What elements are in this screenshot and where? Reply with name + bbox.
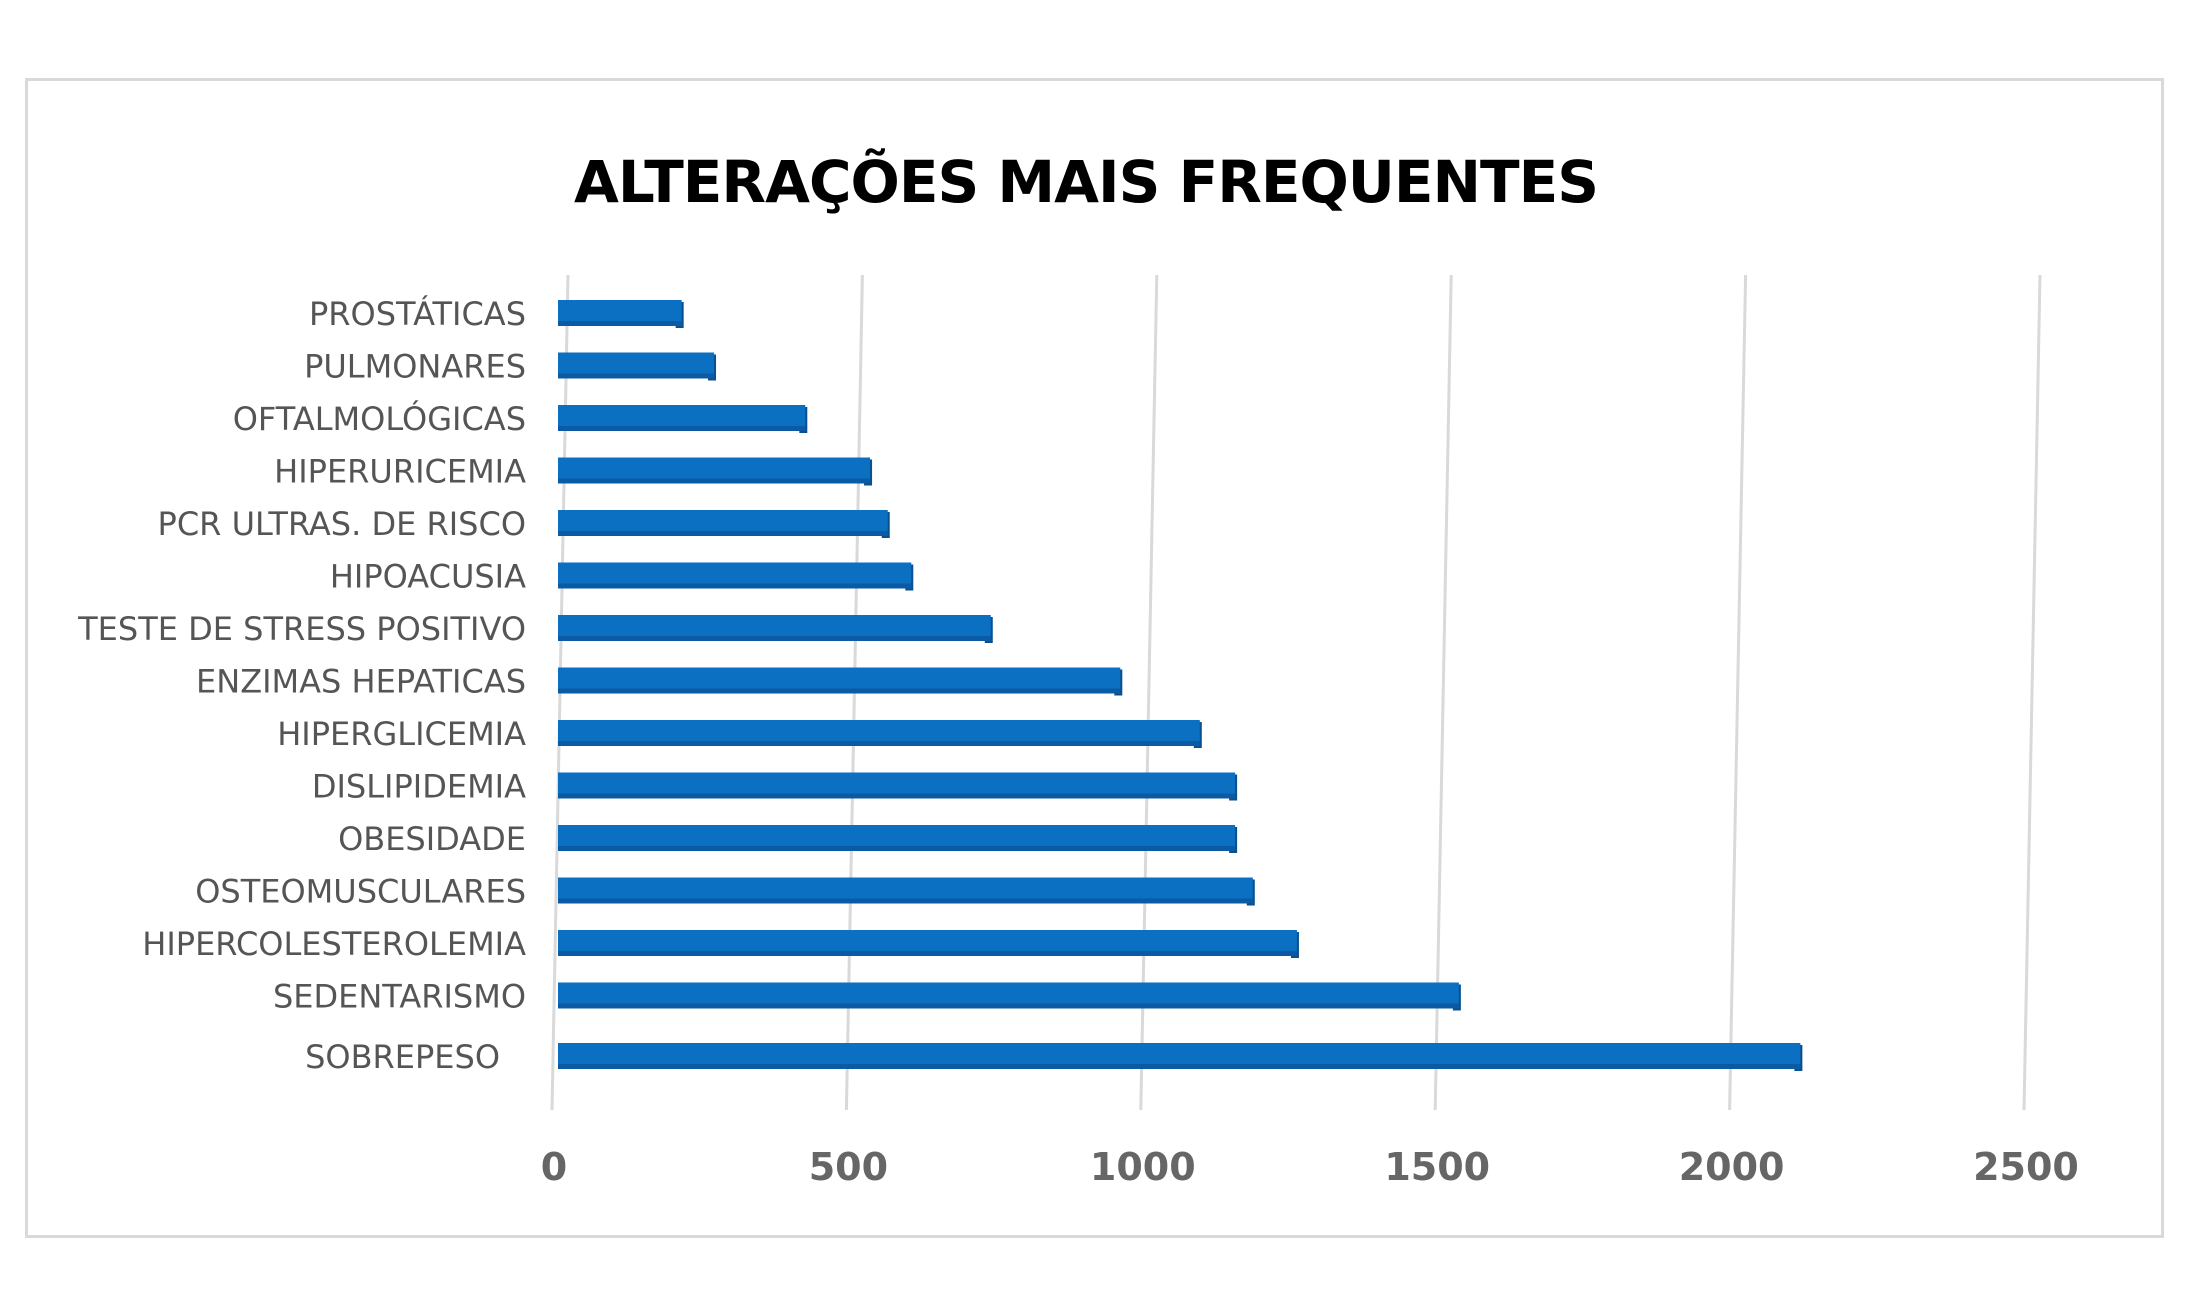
category-label: HIPERCOLESTEROLEMIA bbox=[142, 925, 526, 963]
gridline-2500 bbox=[2022, 274, 2042, 1111]
category-label: OFTALMOLÓGICAS bbox=[233, 399, 526, 438]
bar-7 bbox=[558, 667, 1123, 696]
x-tick-label: 1500 bbox=[1384, 1145, 1490, 1189]
category-label: PROSTÁTICAS bbox=[309, 295, 526, 333]
bar-13 bbox=[558, 982, 1461, 1011]
chart-title: ALTERAÇÕES MAIS FREQUENTES bbox=[574, 148, 1599, 216]
bar-shade bbox=[558, 531, 888, 536]
bar-11 bbox=[558, 877, 1255, 906]
category-labels: PROSTÁTICAS PULMONARES OFTALMOLÓGICAS HIPER… bbox=[77, 295, 526, 1076]
bar-6 bbox=[558, 615, 993, 643]
bar-8 bbox=[558, 720, 1202, 748]
bar-shade bbox=[558, 636, 991, 641]
bar-shade bbox=[558, 951, 1297, 956]
bar-12 bbox=[558, 930, 1299, 958]
bar-0 bbox=[558, 300, 684, 328]
bar-shade bbox=[558, 426, 806, 431]
category-label: PCR ULTRAS. DE RISCO bbox=[158, 505, 526, 543]
x-tick-label: 500 bbox=[809, 1145, 888, 1189]
bars bbox=[558, 300, 1803, 1071]
bar-shade bbox=[558, 373, 715, 379]
bar-shade bbox=[558, 478, 871, 484]
bar-9 bbox=[558, 772, 1238, 801]
bar-shade bbox=[558, 1003, 1459, 1009]
category-label: DISLIPIDEMIA bbox=[312, 768, 526, 806]
x-tick-label: 0 bbox=[541, 1145, 567, 1189]
bar-shade bbox=[558, 583, 912, 589]
category-label: HIPOACUSIA bbox=[330, 558, 526, 596]
x-tick-label: 2500 bbox=[1973, 1145, 2079, 1189]
bar-shade bbox=[558, 321, 682, 326]
bar-14 bbox=[558, 1043, 1803, 1071]
category-label: OBESIDADE bbox=[338, 820, 526, 858]
bar-shade bbox=[558, 741, 1200, 746]
bar-shade bbox=[558, 793, 1236, 799]
category-label: PULMONARES bbox=[304, 348, 526, 386]
category-label: ENZIMAS HEPATICAS bbox=[196, 663, 526, 701]
bar-shade bbox=[558, 1064, 1801, 1069]
bar-2 bbox=[558, 405, 808, 433]
bar-shade bbox=[558, 898, 1253, 904]
bar-shade bbox=[558, 846, 1236, 851]
gridline-2000 bbox=[1728, 274, 1748, 1111]
bar-4 bbox=[558, 510, 890, 538]
x-axis-tick-labels: 0 500 1000 1500 2000 2500 bbox=[541, 1145, 2079, 1189]
category-label: OSTEOMUSCULARES bbox=[195, 873, 526, 911]
category-label: HIPERGLICEMIA bbox=[277, 715, 526, 753]
gridline-1500 bbox=[1433, 274, 1453, 1111]
gridline-1000 bbox=[1139, 274, 1159, 1111]
x-tick-label: 2000 bbox=[1679, 1145, 1785, 1189]
bar-1 bbox=[558, 352, 717, 381]
bar-shade bbox=[558, 688, 1121, 694]
category-label: HIPERURICEMIA bbox=[274, 453, 526, 491]
bar-5 bbox=[558, 562, 914, 591]
category-label: SEDENTARISMO bbox=[273, 978, 526, 1016]
bar-10 bbox=[558, 825, 1238, 853]
category-label: TESTE DE STRESS POSITIVO bbox=[77, 610, 526, 648]
bar-3 bbox=[558, 457, 873, 486]
x-tick-label: 1000 bbox=[1090, 1145, 1196, 1189]
category-label: SOBREPESO bbox=[305, 1038, 500, 1076]
